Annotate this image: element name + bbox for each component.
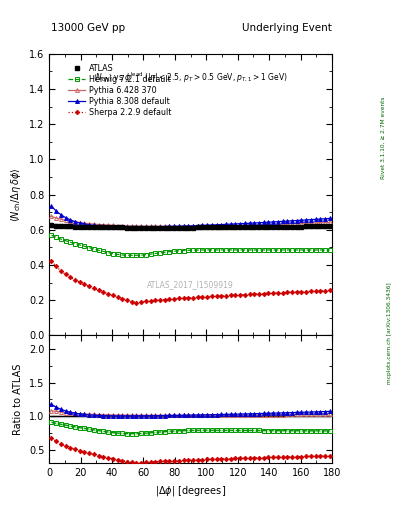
Pythia 8.308 default xyxy=(134,224,139,230)
Pythia 6.428 370 xyxy=(228,223,233,229)
ATLAS xyxy=(327,223,332,229)
Pythia 8.308 default xyxy=(120,224,125,230)
Text: $\langle N_{\rm ch}\rangle$ vs $\phi^{\rm lead}$ ($|\eta|<2.5,\,p_T>0.5$ GeV, $p: $\langle N_{\rm ch}\rangle$ vs $\phi^{\r… xyxy=(93,71,288,85)
ATLAS xyxy=(143,225,148,231)
Sherpa 2.2.9 default xyxy=(327,287,332,293)
Herwig 7.2.1 default xyxy=(120,252,125,258)
ATLAS xyxy=(139,225,143,231)
Pythia 8.308 default xyxy=(228,221,233,227)
Line: ATLAS: ATLAS xyxy=(50,224,332,229)
X-axis label: $|\Delta\phi|$ [degrees]: $|\Delta\phi|$ [degrees] xyxy=(155,484,226,498)
Pythia 6.428 370 xyxy=(96,221,101,227)
Line: Pythia 8.308 default: Pythia 8.308 default xyxy=(50,204,332,229)
Pythia 8.308 default xyxy=(148,224,153,230)
ATLAS xyxy=(129,224,134,230)
Sherpa 2.2.9 default xyxy=(96,287,101,293)
Herwig 7.2.1 default xyxy=(49,232,54,239)
Sherpa 2.2.9 default xyxy=(49,259,54,265)
Text: mcplots.cern.ch [arXiv:1306.3436]: mcplots.cern.ch [arXiv:1306.3436] xyxy=(387,282,391,383)
Sherpa 2.2.9 default xyxy=(143,298,148,304)
Herwig 7.2.1 default xyxy=(96,247,101,253)
Sherpa 2.2.9 default xyxy=(148,297,153,304)
Sherpa 2.2.9 default xyxy=(129,298,134,305)
Herwig 7.2.1 default xyxy=(125,252,129,259)
Line: Herwig 7.2.1 default: Herwig 7.2.1 default xyxy=(50,233,332,257)
Y-axis label: Ratio to ATLAS: Ratio to ATLAS xyxy=(13,364,23,435)
Text: ATLAS_2017_I1509919: ATLAS_2017_I1509919 xyxy=(147,280,234,289)
ATLAS xyxy=(158,225,162,231)
Sherpa 2.2.9 default xyxy=(120,295,125,302)
Legend: ATLAS, Herwig 7.2.1 default, Pythia 6.428 370, Pythia 8.308 default, Sherpa 2.2.: ATLAS, Herwig 7.2.1 default, Pythia 6.42… xyxy=(64,60,174,120)
ATLAS xyxy=(120,224,125,230)
Sherpa 2.2.9 default xyxy=(228,292,233,298)
Line: Pythia 6.428 370: Pythia 6.428 370 xyxy=(50,215,332,228)
Pythia 6.428 370 xyxy=(129,223,134,229)
Pythia 8.308 default xyxy=(129,224,134,230)
Text: Underlying Event: Underlying Event xyxy=(242,23,332,33)
Y-axis label: $\langle N_{\rm ch} / \Delta\eta\, \delta\phi \rangle$: $\langle N_{\rm ch} / \Delta\eta\, \delt… xyxy=(9,167,23,222)
Pythia 6.428 370 xyxy=(327,219,332,225)
Herwig 7.2.1 default xyxy=(148,251,153,257)
Line: Sherpa 2.2.9 default: Sherpa 2.2.9 default xyxy=(50,260,331,304)
Pythia 6.428 370 xyxy=(120,223,125,229)
Pythia 8.308 default xyxy=(49,203,54,209)
Pythia 8.308 default xyxy=(327,216,332,222)
Pythia 8.308 default xyxy=(96,223,101,229)
Herwig 7.2.1 default xyxy=(228,247,233,253)
ATLAS xyxy=(49,222,54,228)
Pythia 6.428 370 xyxy=(49,214,54,220)
Herwig 7.2.1 default xyxy=(327,247,332,253)
Text: Rivet 3.1.10, ≥ 2.7M events: Rivet 3.1.10, ≥ 2.7M events xyxy=(381,97,386,180)
ATLAS xyxy=(228,224,233,230)
Text: 13000 GeV pp: 13000 GeV pp xyxy=(51,23,125,33)
Pythia 6.428 370 xyxy=(143,223,148,229)
Herwig 7.2.1 default xyxy=(134,252,139,259)
Pythia 8.308 default xyxy=(143,224,148,230)
Sherpa 2.2.9 default xyxy=(134,300,139,306)
Pythia 6.428 370 xyxy=(167,223,172,229)
Herwig 7.2.1 default xyxy=(143,251,148,258)
ATLAS xyxy=(96,224,101,230)
Pythia 6.428 370 xyxy=(139,223,143,229)
